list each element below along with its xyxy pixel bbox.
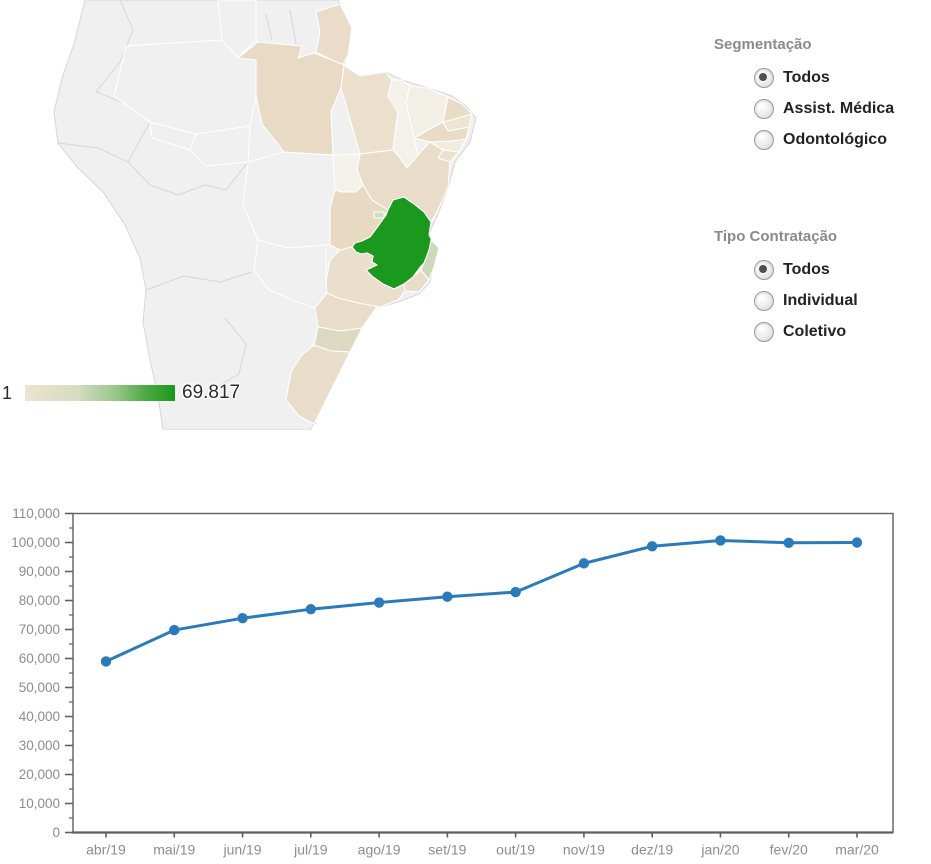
map-state-distrito-federal[interactable] — [373, 211, 385, 219]
svg-text:fev/20: fev/20 — [770, 842, 808, 858]
radio-label[interactable]: Todos — [783, 261, 830, 278]
map-state-sao-paulo[interactable] — [325, 246, 406, 308]
beneficiaries-line-chart: 0 10,000 20,000 30,000 40,000 50,000 60,000 70,… — [11, 506, 894, 858]
svg-text:0: 0 — [52, 825, 60, 840]
radio-button-icon[interactable] — [754, 291, 774, 311]
legend-max-value: 69.817 — [182, 382, 241, 403]
contract-type-radio-group: Tipo Contratação Todos Individual Coleti… — [714, 228, 931, 352]
svg-text:50,000: 50,000 — [19, 680, 60, 695]
svg-text:70,000: 70,000 — [19, 622, 60, 637]
choropleth-map-panel: 1 69.817 — [0, 0, 560, 430]
radio-segmentation-assist-medica[interactable]: Assist. Médica — [754, 98, 931, 120]
svg-text:set/19: set/19 — [428, 842, 466, 858]
radio-label[interactable]: Individual — [783, 292, 858, 309]
map-legend: 1 69.817 — [2, 381, 240, 405]
segmentation-title: Segmentação — [714, 36, 812, 53]
segmentation-radio-group: Segmentação Todos Assist. Médica Odontol… — [714, 36, 931, 160]
svg-text:100,000: 100,000 — [11, 535, 60, 550]
svg-text:jan/20: jan/20 — [700, 842, 739, 858]
map-state-parana[interactable] — [314, 292, 381, 332]
svg-text:nov/19: nov/19 — [563, 842, 605, 858]
radio-label[interactable]: Odontológico — [783, 131, 887, 148]
radio-contract-coletivo[interactable]: Coletivo — [754, 321, 931, 343]
radio-contract-todos[interactable]: Todos — [754, 259, 931, 281]
contract-type-title: Tipo Contratação — [714, 228, 838, 245]
map-state-para[interactable] — [237, 41, 345, 156]
svg-text:30,000: 30,000 — [19, 738, 60, 753]
radio-segmentation-odontologico[interactable]: Odontológico — [754, 129, 931, 151]
svg-text:jul/19: jul/19 — [293, 842, 328, 858]
map-state-mato-grosso[interactable] — [242, 151, 336, 249]
radio-label[interactable]: Coletivo — [783, 323, 847, 340]
radio-label[interactable]: Assist. Médica — [783, 100, 895, 117]
svg-text:mar/20: mar/20 — [835, 842, 879, 858]
svg-text:jun/19: jun/19 — [222, 842, 261, 858]
map-state-tocantins[interactable] — [332, 153, 364, 193]
radio-button-icon[interactable] — [754, 130, 774, 150]
radio-selected-dot — [759, 265, 767, 273]
svg-text:dez/19: dez/19 — [631, 842, 673, 858]
svg-text:90,000: 90,000 — [19, 564, 60, 579]
brazil-choropleth-map[interactable] — [0, 0, 560, 430]
legend-min-value: 1 — [2, 382, 13, 403]
map-state-rondonia[interactable] — [189, 125, 251, 167]
svg-text:abr/19: abr/19 — [86, 842, 126, 858]
svg-text:110,000: 110,000 — [12, 506, 60, 521]
svg-text:20,000: 20,000 — [19, 767, 60, 782]
radio-button-icon[interactable] — [754, 99, 774, 119]
svg-text:out/19: out/19 — [496, 842, 535, 858]
radio-contract-individual[interactable]: Individual — [754, 290, 931, 312]
radio-selected-dot — [759, 73, 767, 81]
svg-text:60,000: 60,000 — [19, 651, 60, 666]
time-series-chart-panel: 0 10,000 20,000 30,000 40,000 50,000 60,000 70,… — [0, 500, 931, 864]
svg-text:80,000: 80,000 — [19, 593, 60, 608]
radio-button-icon[interactable] — [754, 260, 774, 280]
legend-gradient-bar — [25, 385, 175, 401]
map-state-rio-grande-do-sul[interactable] — [285, 344, 351, 425]
brazil-states — [113, 0, 473, 425]
svg-text:ago/19: ago/19 — [358, 842, 401, 858]
svg-text:mai/19: mai/19 — [153, 842, 195, 858]
radio-segmentation-todos[interactable]: Todos — [754, 67, 931, 89]
radio-button-icon[interactable] — [754, 68, 774, 88]
radio-label[interactable]: Todos — [783, 69, 830, 86]
svg-text:10,000: 10,000 — [19, 796, 60, 811]
svg-text:40,000: 40,000 — [19, 709, 60, 724]
radio-button-icon[interactable] — [754, 322, 774, 342]
